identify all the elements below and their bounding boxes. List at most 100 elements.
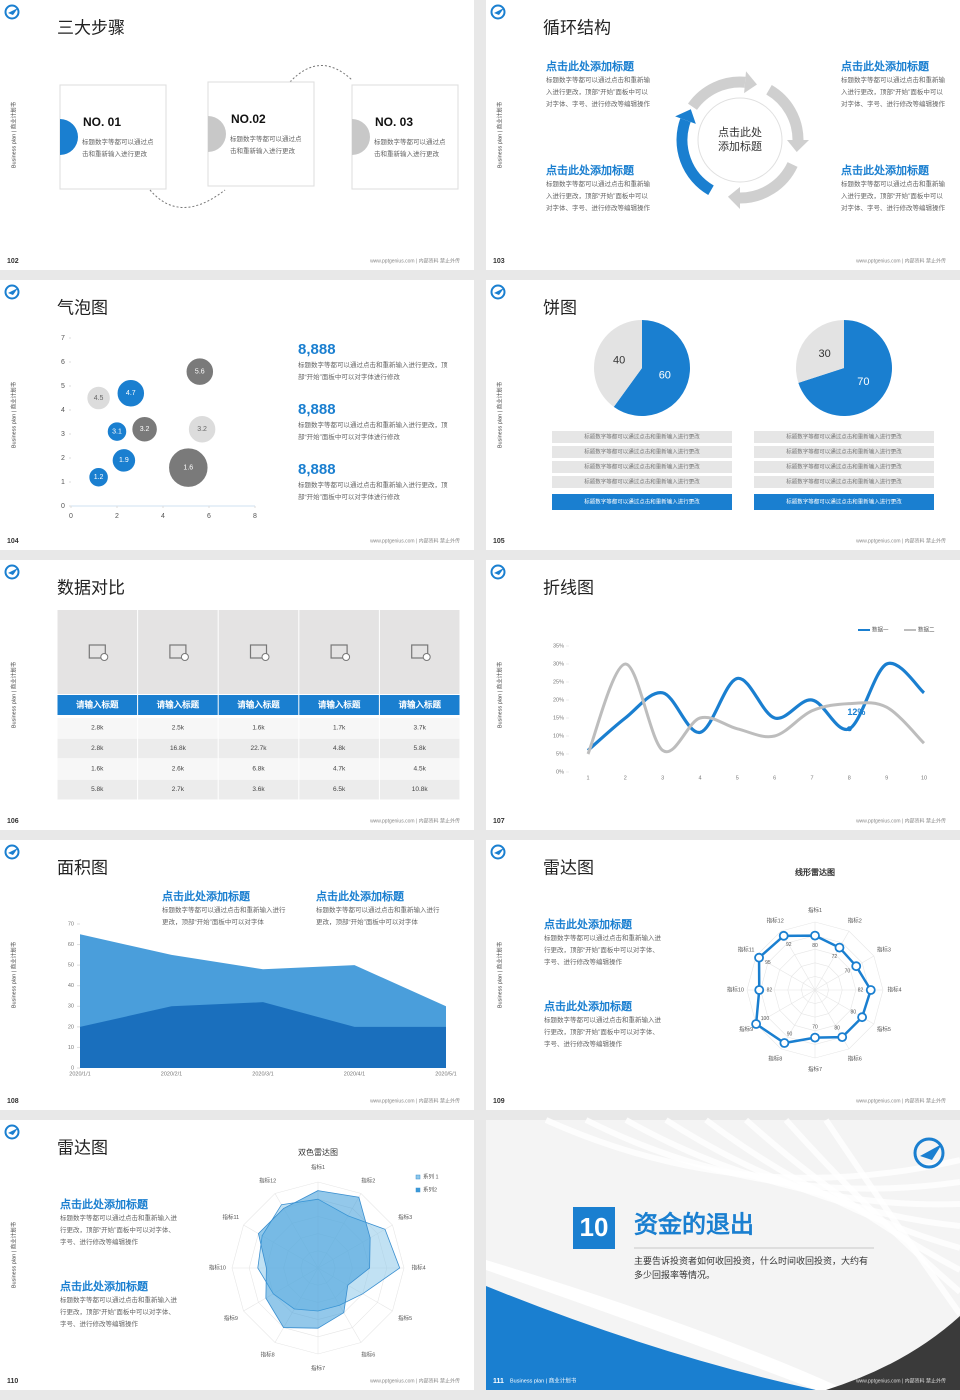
y-tick-label: 20 [68,1024,74,1030]
table-cell [218,738,299,759]
radar-axis-label: 指标7 [311,1364,325,1372]
center-label: 添加标题 [718,139,762,153]
image-placeholder [299,610,379,694]
text-box: 标题数字等都可以通过点击和重新输入进行更改，顶部“开始”面板中可以对字体、字号、… [60,1215,177,1246]
side-label: Business plan | 商业计划书 [9,101,17,168]
table-cell-text: 2.5k [172,725,185,732]
table-cell [218,759,299,779]
table-cell [138,779,218,800]
connector [149,189,226,208]
radar-point [754,952,764,963]
radar-point [810,1032,820,1043]
text-box: 标题数字等都可以通过点击和重新输入进行更改，顶部“开始”面板中可以对字体 [316,907,440,927]
paragraph: 标题数字等都可以通过点击和重新输入进行更改，顶部“开始”面板中可以对字体、字号、… [544,935,661,967]
logo-wing [8,1128,18,1135]
list-row [552,431,732,443]
radar-axis-label: 指标6 [361,1351,375,1359]
stat-value: 8,888 [298,461,336,478]
footer: www.pptgenius.com | 内部资料 禁止外传 [856,1097,946,1104]
table-cell-text: 2.7k [172,786,185,793]
data-label: 12% [847,707,865,717]
table-cell [379,779,460,800]
bubble-label: 1.2 [94,474,104,481]
legend-label: 数据一 [872,625,889,633]
paragraph: 标题数字等都可以通过点击和重新输入进行更改，顶部“开始”面板中可以对字体 [162,907,286,927]
step-label: NO.02 [231,112,266,126]
x-tick-label: 2020/2/1 [161,1071,182,1077]
bubble [167,446,210,489]
bubble-label: 1.9 [119,457,129,464]
bubble-label: 1.6 [183,464,193,471]
table-cell [299,779,379,800]
footer: www.pptgenius.com | 内部资料 禁止外传 [856,537,946,544]
block-heading: 点击此处添加标题 [60,1279,149,1293]
block-heading: 点击此处添加标题 [841,59,930,73]
paragraph: 标题数字等都可以通过点击和重新输入进行更改 [82,139,154,159]
cycle-arrow-head [787,140,809,153]
logo-wing [494,288,504,295]
footer: www.pptgenius.com | 内部资料 禁止外传 [856,1377,946,1384]
radar-point [837,1032,848,1043]
radar-axis-label: 指标3 [398,1213,412,1221]
text-box: 标题数字等都可以通过点击和重新输入进行更改 [230,136,302,156]
y-tick-label: 30% [553,661,564,667]
y-tick-label: 6 [61,359,65,366]
bubble-label: 3.1 [112,428,122,435]
step-label: NO. 01 [83,115,121,129]
block-heading: 点击此处添加标题 [544,917,633,931]
block-heading: 点击此处添加标题 [316,889,405,903]
y-tick-label: 20% [553,697,564,703]
bubble [87,466,110,488]
slide-number: 109 [493,1098,505,1105]
table-cell-text: 2.8k [91,745,104,752]
radar-point [810,930,820,941]
table-cell [57,779,138,800]
radar-value-label: 80 [850,1009,856,1015]
x-tick-label: 6 [773,775,776,781]
radar-spoke [814,955,875,991]
block-heading: 点击此处添加标题 [546,59,635,73]
y-tick-label: 4 [61,407,65,414]
x-tick-label: 7 [810,775,813,781]
paragraph: 标题数字等都可以通过点击和重新输入进行更改，顶部“开始”面板中可以对字体 [316,907,440,927]
list-row [552,476,732,488]
table-cell-text: 16.8k [170,745,187,752]
paragraph: 标题数字等都可以通过点击和重新输入进行更改 [230,136,302,156]
footer: www.pptgenius.com | 内部资料 禁止外传 [370,1097,460,1104]
footer: www.pptgenius.com | 内部资料 禁止外传 [856,817,946,824]
white-wave [486,1260,846,1390]
cycle-arrow-active-head [675,109,696,124]
table-header-cell [218,695,299,715]
slide-title: 雷达图 [57,1138,108,1157]
text-box: 标题数字等都可以通过点击和重新输入进行更改，顶部“开始”面板中可以对字体、字号、… [546,181,650,212]
radar-value-label: 92 [786,942,792,948]
y-tick-label: 3 [61,431,65,438]
radar-point [865,985,876,995]
image-placeholder [218,610,299,694]
footer: www.pptgenius.com | 内部资料 禁止外传 [370,257,460,264]
logo [4,844,20,860]
x-tick-label: 6 [207,513,211,520]
y-tick-label: 0 [61,503,65,510]
side-label: Business plan | 商业计划书 [9,381,17,448]
table-cell-text: 4.7k [333,766,346,773]
bubble [187,414,217,444]
radar-axis-label: 指标11 [738,946,755,954]
section-number-box [573,1207,615,1249]
logo [913,1137,945,1169]
radar-axis-label: 指标8 [768,1054,782,1062]
table-cell [379,718,460,738]
side-label: Business plan | 商业计划书 [510,1376,577,1384]
legend-swatch [415,1187,421,1193]
slide-title: 三大步骤 [57,18,125,37]
image-icon [249,644,268,659]
radar-axis-label: 指标2 [848,917,862,925]
block-heading: 点击此处添加标题 [162,889,251,903]
x-tick-label: 2020/5/1 [435,1071,456,1077]
table-cell-text: 1.6k [91,766,104,773]
stat-value: 8,888 [298,401,336,418]
logo [490,4,506,20]
pie-slice [796,320,844,383]
slide-title: 面积图 [57,858,108,877]
table-cell-text: 3.7k [414,725,427,732]
